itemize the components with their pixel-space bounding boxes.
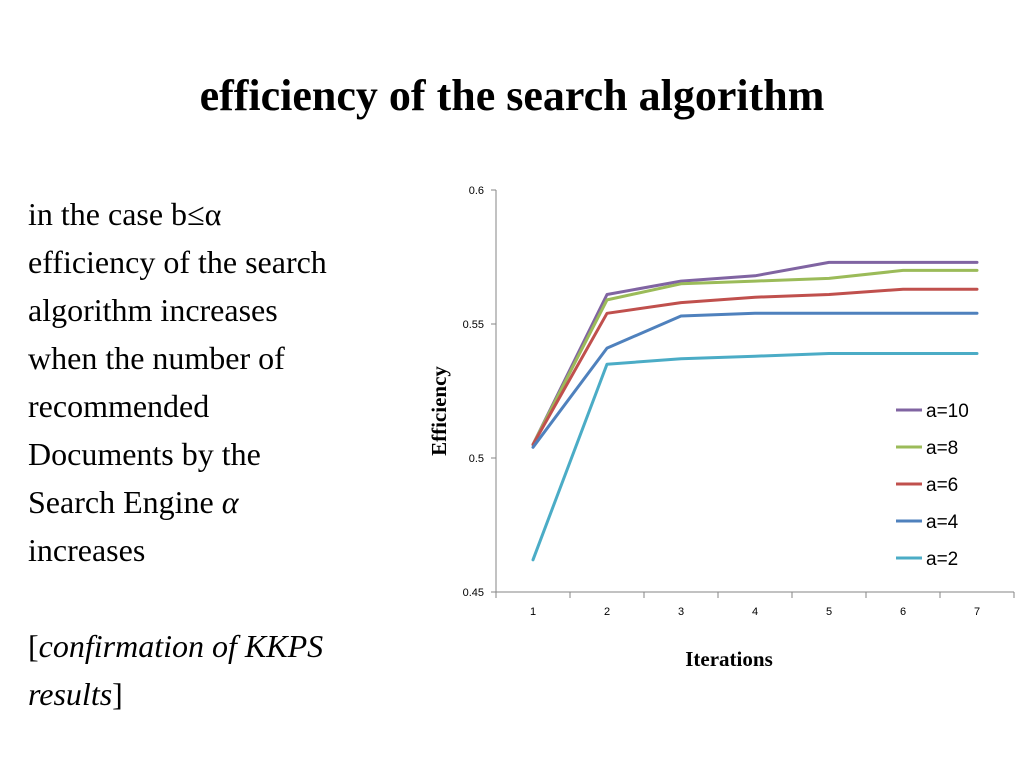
legend-label: a=10	[926, 401, 969, 422]
y-tick-label: 0.55	[463, 319, 484, 331]
y-tick-label: 0.5	[469, 453, 484, 465]
slide-title: efficiency of the search algorithm	[199, 71, 825, 120]
body-line: Documents by the	[28, 436, 261, 472]
body-line: Search Engine α	[28, 478, 428, 526]
body-line: in the case b≤α	[28, 196, 222, 232]
body-line: recommended	[28, 388, 210, 424]
body-line-prefix: Search Engine	[28, 484, 222, 520]
legend-label: a=8	[926, 438, 958, 459]
legend-label: a=2	[926, 549, 958, 570]
x-axis-title: Iterations	[685, 647, 773, 671]
body-line: when the number of	[28, 340, 285, 376]
series-line-a=4	[531, 311, 979, 449]
series-line-a=8	[531, 268, 979, 447]
series-line-a=2	[531, 352, 979, 562]
x-tick-label: 5	[826, 606, 832, 618]
note-line: results]	[28, 670, 428, 718]
note-close-bracket: ]	[112, 676, 123, 712]
x-tick-label: 1	[530, 606, 536, 618]
note-line: [confirmation of KKPS	[28, 622, 428, 670]
note-text: confirmation of KKPS	[38, 628, 324, 664]
legend-label: a=4	[926, 512, 959, 533]
y-axis-title: Efficiency	[427, 366, 451, 456]
note-open-bracket: [	[28, 628, 39, 664]
body-line: efficiency of the search	[28, 244, 327, 280]
y-tick-label: 0.6	[469, 185, 484, 197]
legend-label: a=6	[926, 475, 958, 496]
alpha-symbol: α	[221, 484, 239, 520]
body-text: in the case b≤α efficiency of the search…	[28, 190, 428, 718]
x-tick-label: 7	[974, 606, 980, 618]
x-tick-label: 6	[900, 606, 906, 618]
body-line: algorithm increases	[28, 292, 278, 328]
series-line-a=10	[531, 260, 979, 447]
x-tick-label: 4	[752, 606, 758, 618]
x-tick-label: 3	[678, 606, 684, 618]
note-text: results	[28, 676, 113, 712]
x-tick-label: 2	[604, 606, 610, 618]
body-line: increases	[28, 532, 146, 568]
series-line-a=6	[531, 287, 979, 447]
y-tick-label: 0.45	[463, 587, 484, 599]
